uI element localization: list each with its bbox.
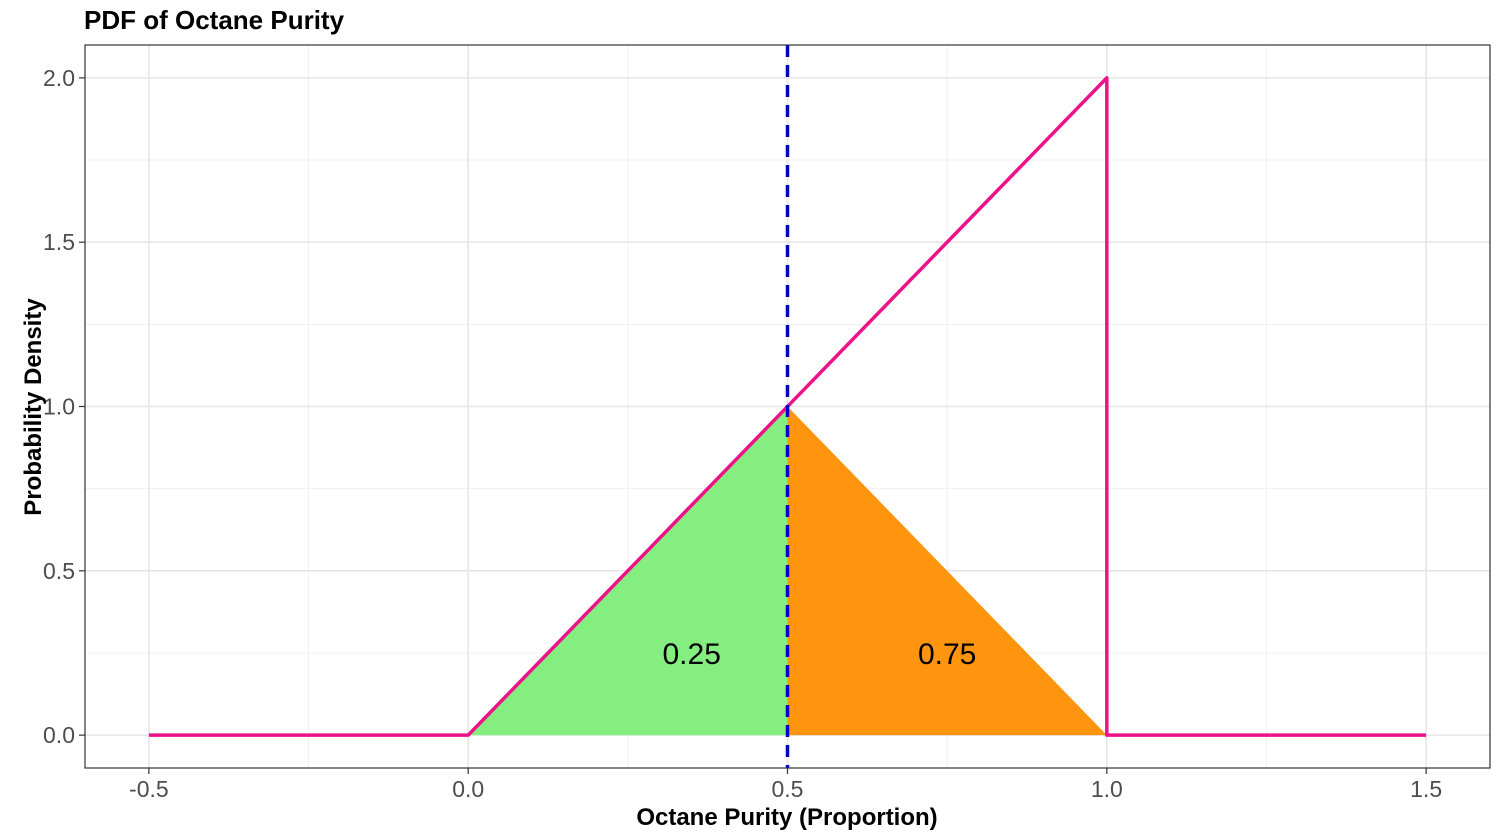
- shaded-area-right: [787, 406, 1107, 736]
- area-label-right: 0.75: [918, 638, 976, 671]
- y-tick-label: 2.0: [43, 65, 75, 91]
- chart-title: PDF of Octane Purity: [84, 5, 345, 35]
- y-axis-title: Probability Density: [20, 298, 47, 516]
- pdf-curve-layer: [148, 76, 1427, 737]
- axis-ticks: [79, 77, 1427, 774]
- x-tick-label: -0.5: [129, 776, 169, 802]
- y-tick-label: 1.5: [43, 229, 75, 255]
- x-tick-label: 1.0: [1091, 776, 1123, 802]
- x-tick-labels: -0.5 0.0 0.5 1.0 1.5: [129, 776, 1442, 802]
- x-tick-label: 0.0: [452, 776, 484, 802]
- x-axis-title: Octane Purity (Proportion): [636, 804, 937, 831]
- x-tick-label: 1.5: [1410, 776, 1442, 802]
- area-labels: 0.25 0.75: [663, 638, 977, 671]
- pdf-line: [148, 76, 1427, 737]
- area-label-left: 0.25: [663, 638, 721, 671]
- y-tick-label: 0.5: [43, 558, 75, 584]
- y-tick-labels: 0.0 0.5 1.0 1.5 2.0: [43, 65, 75, 748]
- y-tick-label: 1.0: [43, 394, 75, 420]
- x-tick-label: 0.5: [772, 776, 804, 802]
- y-tick-label: 0.0: [43, 722, 75, 748]
